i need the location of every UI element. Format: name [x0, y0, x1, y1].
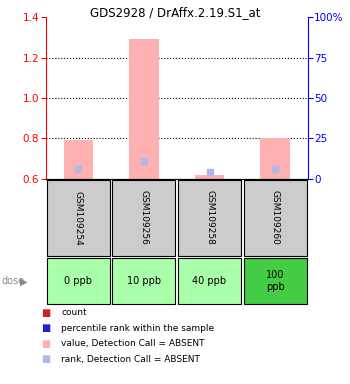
Bar	[129, 40, 159, 179]
Bar	[178, 180, 241, 257]
Text: GDS2928 / DrAffx.2.19.S1_at: GDS2928 / DrAffx.2.19.S1_at	[90, 6, 260, 19]
Bar	[47, 258, 110, 304]
Text: 10 ppb: 10 ppb	[127, 276, 161, 286]
Text: ■: ■	[41, 354, 50, 364]
Text: ■: ■	[41, 308, 50, 318]
Text: GSM109258: GSM109258	[205, 190, 214, 245]
Text: percentile rank within the sample: percentile rank within the sample	[61, 324, 214, 333]
Text: GSM109256: GSM109256	[139, 190, 148, 245]
Text: count: count	[61, 308, 87, 318]
Text: GSM109254: GSM109254	[74, 190, 83, 245]
Bar	[178, 258, 241, 304]
Text: ■: ■	[41, 323, 50, 333]
Bar	[260, 138, 290, 179]
Text: 40 ppb: 40 ppb	[193, 276, 227, 286]
Text: ■: ■	[41, 339, 50, 349]
Bar	[64, 140, 93, 179]
Text: dose: dose	[2, 276, 25, 286]
Text: rank, Detection Call = ABSENT: rank, Detection Call = ABSENT	[61, 354, 200, 364]
Bar	[112, 180, 175, 257]
Bar	[112, 258, 175, 304]
Text: 100
ppb: 100 ppb	[266, 270, 285, 292]
Bar	[244, 258, 307, 304]
Bar	[195, 175, 224, 179]
Text: 0 ppb: 0 ppb	[64, 276, 92, 286]
Bar	[244, 180, 307, 257]
Text: value, Detection Call = ABSENT: value, Detection Call = ABSENT	[61, 339, 205, 348]
Text: GSM109260: GSM109260	[271, 190, 280, 245]
Text: ▶: ▶	[20, 276, 28, 286]
Bar	[47, 180, 110, 257]
